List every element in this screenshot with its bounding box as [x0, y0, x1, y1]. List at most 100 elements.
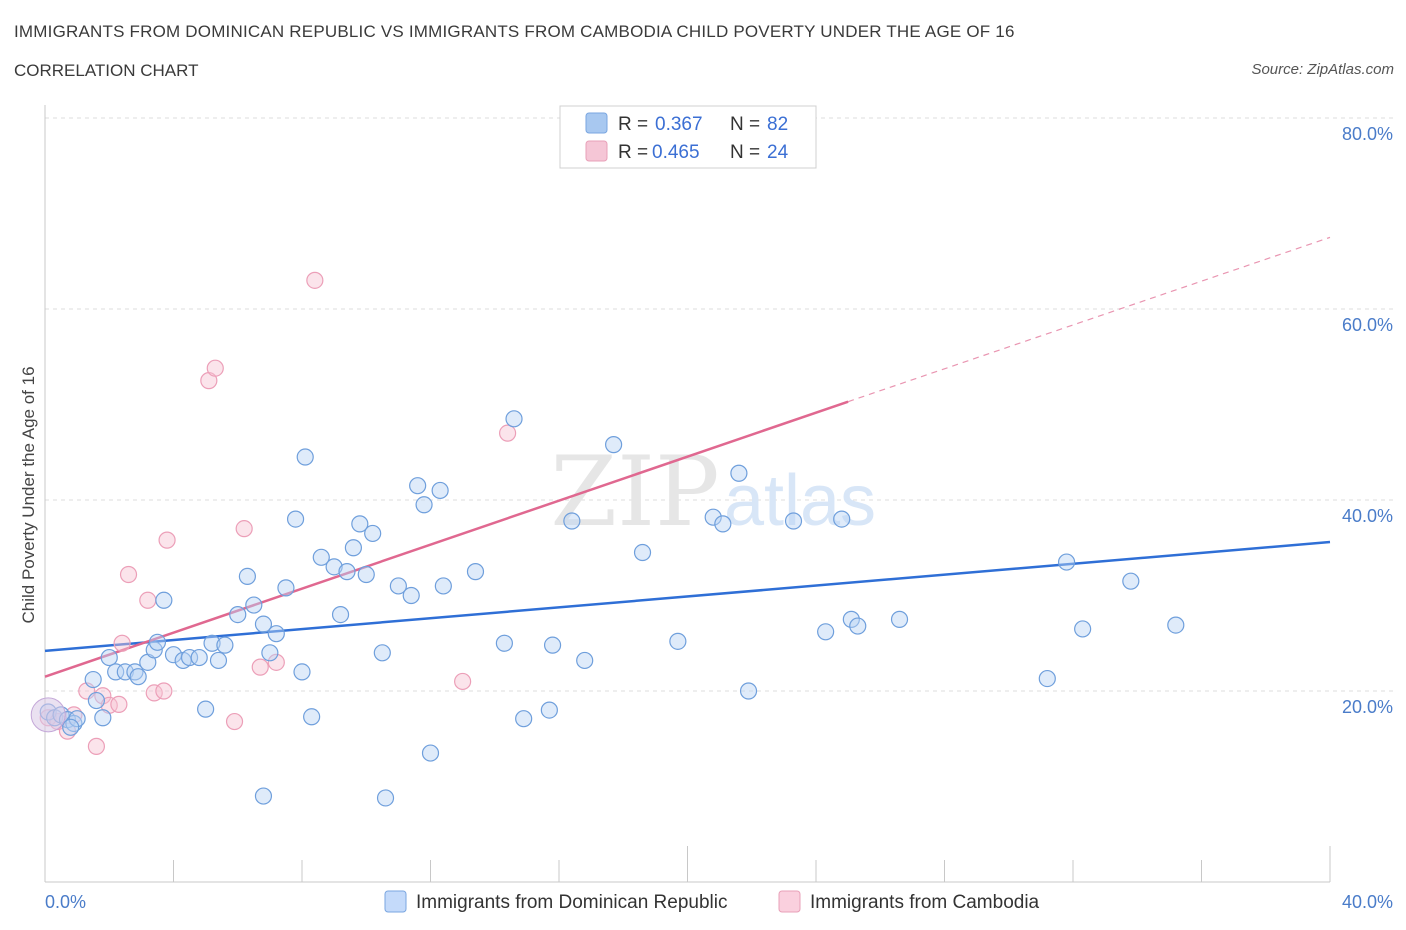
dominican-point	[126, 663, 144, 681]
dominican-point	[303, 708, 321, 726]
dominican-point	[1167, 616, 1185, 634]
cambodia-point	[158, 531, 176, 549]
dominican-trend-line	[44, 540, 1331, 653]
dominican-point	[129, 668, 147, 686]
legend-r-value: 0.465	[652, 142, 700, 163]
source-label: Source: ZipAtlas.com	[1251, 61, 1394, 78]
legend-n-value: 24	[767, 142, 789, 163]
legend-r-label: R =	[618, 114, 648, 135]
watermark-zip: ZIP	[550, 436, 719, 548]
dominican-point	[409, 477, 427, 495]
dominican-point	[1122, 572, 1140, 590]
dominican-point	[515, 710, 533, 728]
cambodia-point	[251, 658, 269, 676]
dominican-point	[576, 651, 594, 670]
dominican-point	[261, 644, 279, 662]
cambodia-point	[155, 682, 173, 700]
dominican-point	[331, 605, 350, 624]
x-tick-label: 0.0%	[45, 892, 86, 912]
dominican-point	[277, 579, 295, 597]
dominican-point	[714, 515, 732, 533]
cambodia-point	[206, 359, 224, 377]
dominican-point	[605, 436, 623, 454]
legend-swatch-dominican	[585, 112, 608, 134]
cambodia-point	[454, 672, 472, 691]
watermark-atlas: atlas	[724, 461, 876, 541]
data-points	[30, 271, 1185, 807]
dominican-point	[633, 543, 652, 562]
dominican-point	[466, 563, 485, 581]
dominican-point	[842, 610, 860, 628]
dominican-point	[505, 410, 523, 428]
bottom-legend-swatch-cambodia	[778, 890, 801, 913]
x-tick-labels: 0.0% 40.0%	[45, 892, 1393, 912]
cambodia-point	[113, 634, 131, 652]
overlap-point	[30, 697, 66, 733]
dominican-point	[216, 636, 234, 654]
dominican-point	[197, 700, 215, 718]
cambodia-point	[499, 424, 517, 442]
dominican-point	[107, 663, 125, 681]
dominican-point	[100, 648, 118, 667]
dominican-point	[669, 632, 687, 650]
cambodia-point	[87, 737, 106, 755]
dominican-point	[784, 512, 803, 530]
dominican-point	[325, 558, 343, 576]
dominican-point	[203, 634, 221, 652]
dominican-point	[62, 718, 80, 736]
x-tick-label: 40.0%	[1342, 892, 1393, 912]
dominican-point	[543, 636, 562, 654]
dominican-point	[338, 563, 356, 581]
dominican-point	[1038, 669, 1056, 688]
dominican-point	[415, 496, 433, 514]
bottom-legend-label: Immigrants from Dominican Republic	[416, 892, 728, 913]
dominican-point	[1057, 553, 1076, 571]
dominican-point	[421, 744, 440, 762]
stats-legend: R = 0.367 N = 82 R = 0.465 N = 24	[559, 105, 817, 169]
legend-r-value: 0.367	[655, 114, 703, 135]
legend-swatch-cambodia	[585, 140, 608, 162]
dominican-point	[254, 787, 273, 805]
chart-subtitle: CORRELATION CHART	[14, 61, 199, 80]
dominican-point	[434, 577, 452, 595]
legend-n-label: N =	[730, 114, 760, 135]
dominican-point	[209, 651, 228, 670]
dominican-point	[312, 548, 330, 566]
trend-lines	[44, 236, 1331, 678]
dominican-point	[94, 709, 112, 727]
cambodia-point	[139, 591, 157, 609]
bottom-legend-swatch-dominican	[384, 890, 407, 913]
dominican-point	[344, 539, 362, 557]
dominican-point	[389, 577, 407, 595]
y-axis-label: Child Poverty Under the Age of 16	[19, 366, 38, 623]
dominican-point	[495, 634, 513, 652]
bottom-legend-label: Immigrants from Cambodia	[810, 892, 1040, 913]
cambodia-point	[110, 695, 128, 713]
dominican-point	[116, 663, 134, 681]
chart-title: IMMIGRANTS FROM DOMINICAN REPUBLIC VS IM…	[14, 22, 1015, 41]
watermark: ZIP atlas	[550, 436, 876, 548]
dominican-point	[704, 508, 722, 526]
dominican-point	[296, 448, 314, 466]
dominican-point	[833, 510, 851, 528]
dominican-point	[293, 663, 311, 681]
series-legend: Immigrants from Dominican Republic Immig…	[384, 890, 1040, 913]
cambodia-point	[235, 520, 253, 538]
cambodia-point	[306, 271, 324, 289]
dominican-point	[190, 648, 208, 667]
cambodia-point	[119, 565, 138, 584]
dominican-point	[229, 605, 247, 624]
cambodia-trend-extension	[847, 236, 1331, 403]
dominican-point	[1074, 620, 1092, 638]
y-tick-label: 40.0%	[1342, 506, 1393, 526]
dominican-point	[563, 512, 581, 530]
dominican-point	[267, 625, 285, 643]
cambodia-point	[225, 712, 244, 731]
y-tick-labels: 20.0% 40.0% 60.0% 80.0%	[1342, 124, 1393, 717]
dominican-point	[87, 691, 106, 710]
dominican-point	[286, 510, 305, 528]
dominican-point	[373, 644, 391, 662]
dominican-point	[357, 565, 375, 584]
dominican-point	[84, 670, 102, 689]
dominican-point	[351, 515, 369, 533]
